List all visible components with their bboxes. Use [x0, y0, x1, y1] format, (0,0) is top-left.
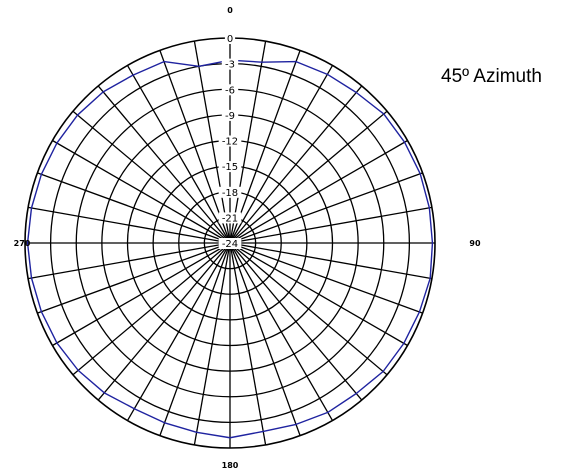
radial-tick-bg	[224, 33, 236, 44]
radial-tick-label: -18	[222, 188, 238, 199]
radial-tick-label: -3	[225, 60, 235, 71]
series-layer	[26, 59, 434, 439]
radial-tick-label: 0	[227, 34, 233, 45]
angle-tick-label-90: 90	[469, 239, 481, 248]
radial-tick-bg	[218, 135, 242, 147]
radial-tick-label: -6	[225, 85, 235, 96]
angle-tick-label-0: 0	[227, 6, 233, 15]
radial-tick-bg	[218, 161, 242, 173]
series-line-0	[26, 59, 434, 439]
radial-tick-label: -15	[222, 162, 238, 173]
radial-tick-label: -12	[222, 137, 238, 148]
angle-tick-labels: 0 90 180 270	[14, 6, 481, 468]
radial-tick-bg	[221, 109, 239, 121]
radial-tick-bg	[218, 186, 242, 198]
radial-tick-bg	[221, 84, 239, 96]
angle-tick-label-180: 180	[222, 461, 239, 468]
radial-tick-label: -21	[222, 213, 238, 224]
angle-tick-label-270: 270	[14, 239, 31, 248]
chart-title: 45º Azimuth	[441, 66, 542, 87]
radial-tick-bg	[218, 212, 242, 224]
radial-tick-label: -9	[225, 111, 235, 122]
radial-tick-label: -24	[222, 239, 238, 250]
radial-tick-bg	[221, 58, 239, 70]
radial-tick-bg	[218, 238, 242, 249]
radial-tick-labels: 0 -3 -6 -9 -12 -15 -18 -21 -24	[218, 33, 242, 250]
